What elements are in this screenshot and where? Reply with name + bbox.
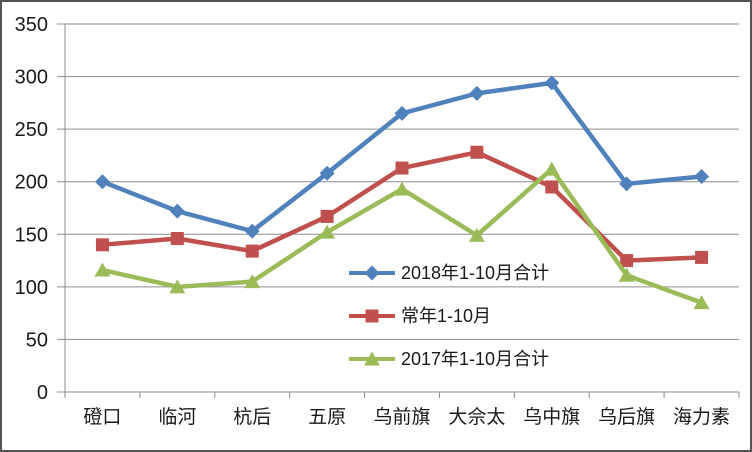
- legend-label: 2017年1-10月合计: [401, 349, 550, 369]
- legend-label: 常年1-10月: [401, 306, 492, 326]
- y-axis-tick-label: 350: [15, 14, 48, 36]
- data-point-triangle: [94, 262, 111, 277]
- data-point-triangle: [319, 224, 336, 239]
- legend-label: 2018年1-10月合计: [401, 263, 550, 283]
- data-point-square: [365, 309, 379, 323]
- y-axis-tick-label: 50: [26, 329, 48, 351]
- x-axis-category-label: 海力素: [673, 406, 730, 428]
- data-point-triangle: [468, 227, 485, 242]
- data-point-triangle: [364, 351, 380, 366]
- legend-entry-2017: 2017年1-10月合计: [348, 348, 549, 370]
- legend-entry-2018: 2018年1-10月合计: [348, 262, 549, 284]
- y-axis-tick-label: 200: [15, 172, 48, 194]
- x-axis-category-label: 磴口: [83, 406, 121, 428]
- x-axis-category-label: 乌中旗: [523, 406, 580, 428]
- data-point-diamond: [244, 223, 260, 239]
- data-point-diamond: [619, 176, 635, 192]
- data-point-triangle: [394, 181, 410, 196]
- x-axis-category-label: 乌前旗: [373, 406, 430, 428]
- legend-entry-changnian: 常年1-10月: [348, 305, 549, 327]
- data-point-square: [95, 238, 109, 252]
- data-point-diamond: [364, 265, 380, 281]
- x-axis-category-label: 五原: [308, 407, 346, 428]
- data-point-diamond: [469, 85, 485, 101]
- x-axis-category-label: 大佘太: [448, 406, 505, 428]
- x-axis-category-label: 乌后旗: [598, 406, 655, 428]
- series-diamond: [94, 75, 710, 239]
- x-axis-category-label: 临河: [158, 406, 196, 428]
- data-point-square: [320, 209, 334, 223]
- data-point-diamond: [694, 168, 710, 184]
- x-axis-category-label: 杭后: [233, 406, 271, 428]
- data-point-square: [470, 145, 484, 159]
- data-point-square: [545, 180, 559, 194]
- data-point-diamond: [394, 105, 410, 121]
- data-point-triangle: [543, 161, 560, 176]
- y-axis-tick-label: 300: [15, 67, 48, 89]
- legend: 2018年1-10月合计 常年1-10月 2017年1-10月合计: [348, 262, 549, 370]
- data-point-triangle: [693, 295, 710, 310]
- data-point-diamond: [94, 174, 110, 190]
- data-point-square: [620, 254, 634, 268]
- data-point-square: [245, 244, 259, 258]
- data-point-square: [395, 161, 409, 175]
- y-axis-tick-label: 0: [37, 382, 48, 404]
- data-point-triangle: [618, 267, 635, 282]
- legend-marker-square-icon: [349, 309, 395, 323]
- data-point-triangle: [169, 279, 186, 294]
- y-axis-tick-label: 100: [15, 277, 48, 299]
- legend-marker-diamond-icon: [349, 265, 395, 281]
- data-point-diamond: [169, 203, 185, 219]
- data-point-square: [695, 250, 709, 264]
- series-square: [95, 145, 709, 268]
- y-axis-tick-label: 150: [15, 224, 48, 246]
- series-triangle: [94, 161, 710, 310]
- data-point-square: [170, 231, 184, 245]
- legend-marker-triangle-icon: [349, 351, 395, 366]
- y-axis-tick-label: 250: [15, 119, 48, 141]
- data-point-diamond: [544, 75, 560, 91]
- data-point-triangle: [244, 274, 261, 289]
- series-line: [100, 80, 704, 234]
- data-point-diamond: [319, 165, 335, 181]
